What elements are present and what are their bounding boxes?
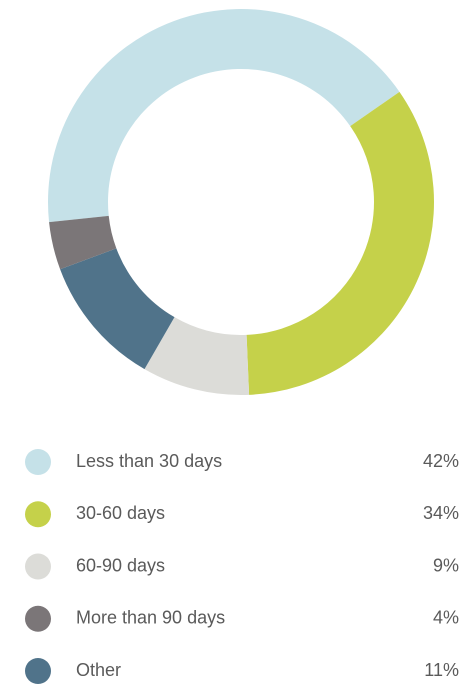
legend-label: Less than 30 days: [76, 451, 222, 471]
donut-segment: [60, 248, 175, 370]
legend-value: 34%: [423, 503, 459, 523]
donut-segment: [246, 91, 434, 395]
donut-segment: [48, 9, 400, 223]
legend-swatch: [25, 501, 51, 528]
legend-value: 11%: [424, 660, 459, 680]
legend-value: 9%: [433, 555, 459, 575]
legend-swatch: [25, 553, 51, 580]
legend-label: More than 90 days: [76, 608, 225, 628]
legend: Less than 30 days 42% 30-60 days 34% 60-90 d…: [25, 449, 459, 684]
legend-swatch: [25, 658, 51, 684]
legend-label: 30-60 days: [76, 503, 165, 523]
legend-value: 4%: [433, 608, 459, 628]
legend-value: 42%: [423, 451, 459, 471]
legend-swatch: [25, 449, 51, 475]
legend-label: 60-90 days: [76, 555, 165, 575]
donut-segment: [49, 215, 117, 270]
legend-swatch: [25, 605, 51, 632]
legend-label: Other: [76, 660, 121, 680]
donut: [48, 9, 434, 395]
donut-segment: [144, 317, 250, 395]
